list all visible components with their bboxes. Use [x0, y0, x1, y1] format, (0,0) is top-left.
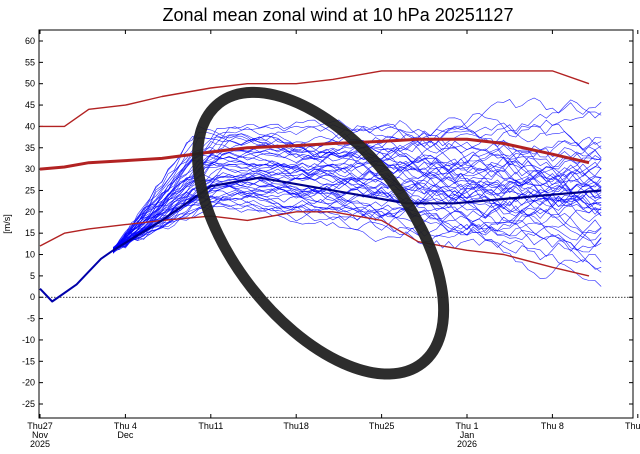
x-tick-label: Thu18: [283, 421, 309, 431]
y-tick-label: -10: [22, 335, 35, 345]
x-tick-label: Thu 4: [114, 421, 137, 431]
y-tick-label: 50: [25, 79, 35, 89]
y-tick-label: -5: [27, 314, 35, 324]
x-tick-label: 2026: [457, 439, 477, 449]
y-tick-label: 20: [25, 207, 35, 217]
y-tick-label: 0: [30, 292, 35, 302]
x-tick-label: Nov: [32, 430, 49, 440]
y-tick-label: 25: [25, 185, 35, 195]
ensemble-member-line: [113, 185, 602, 251]
y-tick-label: -15: [22, 356, 35, 366]
y-tick-label: 10: [25, 250, 35, 260]
y-tick-label: 5: [30, 271, 35, 281]
x-tick-label: Thu 8: [541, 421, 564, 431]
ensemble-member-line: [113, 178, 602, 250]
y-tick-label: 60: [25, 36, 35, 46]
x-tick-label: Dec: [117, 430, 134, 440]
climatology-min-line: [39, 211, 590, 277]
x-tick-label: Jan: [460, 430, 475, 440]
ensemble-member-line: [113, 178, 602, 251]
y-tick-label: 15: [25, 228, 35, 238]
x-tick-label: Thu15: [625, 421, 640, 431]
x-tick-label: 2025: [30, 439, 50, 449]
y-tick-label: 35: [25, 143, 35, 153]
observed-line: [39, 249, 114, 303]
plot-frame: [38, 29, 634, 419]
ensemble-member-line: [113, 191, 602, 287]
ensemble-member-line: [113, 181, 602, 253]
x-tick-label: Thu11: [198, 421, 223, 431]
climatology-mean-line: [39, 137, 590, 171]
x-tick-label: Thu25: [369, 421, 395, 431]
y-tick-label: -25: [22, 399, 35, 409]
ensemble-member-line: [112, 165, 602, 253]
hand-drawn-ellipse-annotation: [192, 86, 450, 380]
ensemble-member-line: [113, 160, 602, 249]
ensemble-member-line: [113, 170, 602, 254]
ensemble-member-line: [112, 183, 602, 273]
x-tick-label: Thu27: [27, 421, 53, 431]
chart-title: Zonal mean zonal wind at 10 hPa 20251127: [163, 5, 514, 25]
x-tick-label: Thu 1: [455, 421, 478, 431]
ensemble-mean-line: [112, 176, 602, 252]
ensemble-member-line: [113, 189, 602, 250]
y-tick-label: 30: [25, 164, 35, 174]
y-tick-label: -20: [22, 378, 35, 388]
y-axis-label: [m/s]: [2, 214, 12, 234]
y-tick-label: 55: [25, 57, 35, 67]
climatology-max-line: [40, 70, 590, 128]
y-tick-label: 40: [25, 121, 35, 131]
y-tick-label: 45: [25, 100, 35, 110]
ensemble-member-line: [113, 201, 602, 263]
